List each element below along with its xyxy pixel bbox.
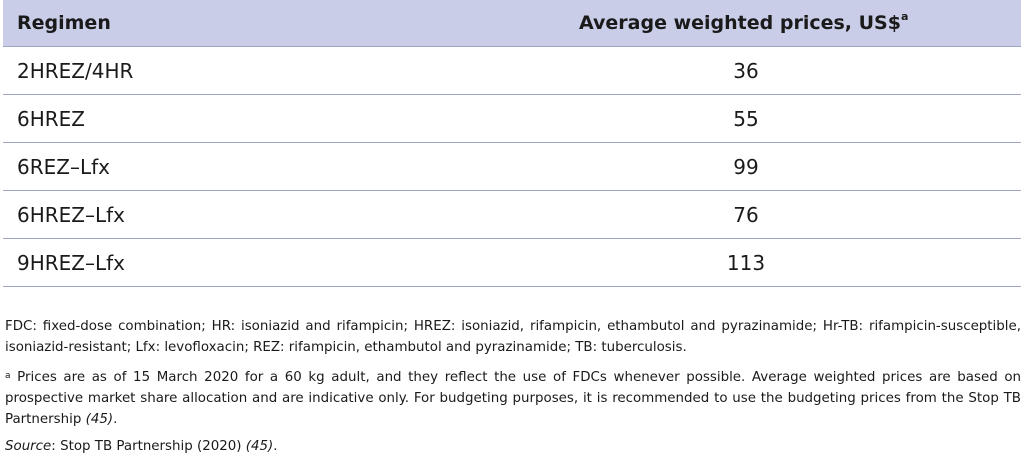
table-row: 6REZ–Lfx 99 [3, 143, 1021, 191]
header-price-label: Average weighted prices, US$ [579, 12, 901, 34]
abbreviations-note: FDC: fixed-dose combination; HR: isoniaz… [5, 319, 1021, 355]
header-price: Average weighted prices, US$a [503, 10, 1021, 34]
source-note: Source: Stop TB Partnership (2020) (45). [5, 436, 1021, 457]
cell-regimen: 6HREZ [17, 106, 85, 131]
cell-regimen: 9HREZ–Lfx [17, 250, 126, 275]
cell-regimen: 6HREZ–Lfx [17, 202, 126, 227]
table-header-row: Regimen Average weighted prices, US$a [3, 0, 1021, 47]
header-regimen: Regimen [17, 12, 111, 34]
table-notes: FDC: fixed-dose combination; HR: isoniaz… [5, 316, 1021, 466]
cell-price: 36 [733, 58, 759, 83]
prices-table: Regimen Average weighted prices, US$a 2H… [3, 0, 1021, 287]
source-label: Source [5, 439, 52, 454]
footnote-text: Prices are as of 15 March 2020 for a 60 … [5, 370, 1022, 427]
cell-price: 76 [733, 202, 759, 227]
source-end: . [273, 439, 278, 454]
footnote-a: a Prices are as of 15 March 2020 for a 6… [5, 367, 1021, 430]
footnote-ref: (45) [85, 412, 114, 427]
cell-regimen: 6REZ–Lfx [17, 154, 110, 179]
cell-price: 55 [733, 106, 759, 131]
cell-price: 113 [726, 250, 766, 275]
cell-price: 99 [733, 154, 759, 179]
header-price-note-mark: a [900, 10, 909, 23]
table-row: 2HREZ/4HR 36 [3, 47, 1021, 95]
cell-regimen: 2HREZ/4HR [17, 58, 134, 83]
source-text: : Stop TB Partnership (2020) [51, 439, 246, 454]
footnote-mark: a [5, 371, 11, 381]
table-row: 6HREZ 55 [3, 95, 1021, 143]
footnote-end: . [113, 412, 118, 427]
source-ref: (45) [245, 439, 274, 454]
table-row: 9HREZ–Lfx 113 [3, 239, 1021, 287]
table-row: 6HREZ–Lfx 76 [3, 191, 1021, 239]
